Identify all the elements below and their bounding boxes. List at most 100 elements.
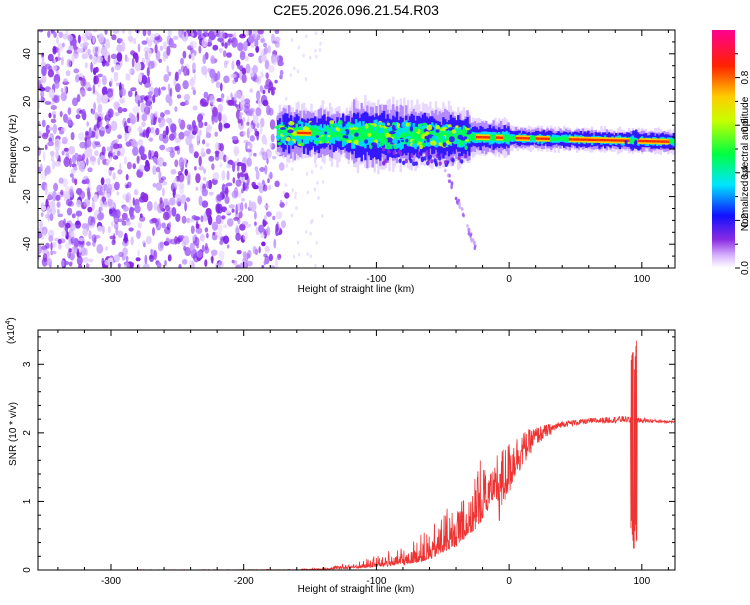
tail-blob xyxy=(458,205,462,209)
noise-blob xyxy=(148,254,155,262)
noise-blob xyxy=(38,146,42,156)
noise-blob xyxy=(98,112,105,117)
band-core xyxy=(479,136,482,139)
noise-blob xyxy=(142,129,147,138)
noise-blob xyxy=(165,147,171,152)
noise-blob xyxy=(206,232,209,239)
noise-blob xyxy=(125,192,132,203)
noise-blob xyxy=(191,86,196,91)
noise-blob xyxy=(215,150,220,158)
noise-blob xyxy=(263,42,267,48)
noise-blob xyxy=(181,215,187,224)
noise-blob xyxy=(184,168,188,176)
band-cell xyxy=(555,137,558,142)
band-cell xyxy=(325,127,328,143)
band-blob xyxy=(435,129,440,133)
noise-blob xyxy=(48,112,52,119)
noise-blob xyxy=(203,176,207,181)
band-core xyxy=(622,139,625,142)
noise-blob xyxy=(63,85,67,94)
noise-blob xyxy=(101,86,108,96)
noise-blob xyxy=(144,254,148,265)
band-cell xyxy=(557,137,560,142)
noise-blob xyxy=(321,179,325,184)
noise-blob xyxy=(294,191,297,196)
noise-blob xyxy=(244,56,249,62)
band-core xyxy=(648,140,651,143)
noise-blob xyxy=(130,236,134,246)
colorbar-tick-label: 0.4 xyxy=(740,165,750,179)
band-core xyxy=(517,136,520,140)
band-blob xyxy=(448,136,455,143)
colorbar-label: Normalized spectral amplitude xyxy=(740,96,750,231)
noise-blob xyxy=(261,151,268,161)
noise-blob xyxy=(102,225,105,234)
noise-blob xyxy=(152,183,157,188)
noise-blob xyxy=(61,42,65,48)
band-cell xyxy=(563,136,566,142)
noise-blob xyxy=(178,68,182,75)
noise-blob xyxy=(136,230,141,239)
bottom-ytick-label: 1 xyxy=(22,498,33,504)
noise-blob xyxy=(248,201,252,210)
noise-blob xyxy=(80,77,87,87)
noise-blob xyxy=(210,55,215,65)
band-cell xyxy=(531,135,534,141)
noise-blob xyxy=(181,33,189,42)
noise-blob xyxy=(117,263,121,268)
band-cell xyxy=(559,136,562,141)
band-core xyxy=(542,137,545,140)
noise-blob xyxy=(275,211,283,220)
noise-blob xyxy=(188,218,195,223)
band-core xyxy=(519,136,522,140)
noise-blob xyxy=(117,106,123,114)
band-blob xyxy=(285,136,291,142)
noise-blob xyxy=(237,203,241,212)
noise-blob xyxy=(40,212,44,218)
noise-blob xyxy=(70,132,75,141)
noise-blob xyxy=(185,135,192,146)
noise-blob xyxy=(174,71,179,82)
band-blob xyxy=(430,159,434,164)
noise-blob xyxy=(302,53,305,58)
noise-blob xyxy=(226,163,232,169)
band-blob xyxy=(395,132,401,138)
band-blob xyxy=(457,156,461,161)
noise-blob xyxy=(162,130,167,139)
noise-blob xyxy=(189,78,196,87)
band-cell xyxy=(668,139,672,144)
band-blob xyxy=(392,150,396,156)
band-cell xyxy=(423,127,427,139)
noise-blob xyxy=(240,202,244,212)
noise-blob xyxy=(125,184,129,189)
noise-blob xyxy=(43,228,47,237)
band-blob xyxy=(400,139,404,143)
noise-blob xyxy=(159,200,165,211)
noise-blob xyxy=(183,31,187,37)
noise-blob xyxy=(290,213,294,218)
band-blob xyxy=(287,129,294,134)
noise-blob xyxy=(94,141,101,146)
noise-blob xyxy=(239,223,246,231)
noise-blob xyxy=(186,124,192,130)
noise-blob xyxy=(203,91,209,99)
noise-blob xyxy=(97,33,105,44)
noise-blob xyxy=(231,208,235,213)
band-blob xyxy=(304,127,310,131)
tail-blob xyxy=(444,168,447,173)
noise-blob xyxy=(259,125,263,135)
top-xtick-label: -200 xyxy=(234,274,254,285)
noise-blob xyxy=(161,86,166,91)
band-blob xyxy=(458,142,463,147)
noise-blob xyxy=(41,132,49,140)
band-blob xyxy=(457,134,464,140)
noise-blob xyxy=(82,153,85,161)
noise-blob xyxy=(116,150,121,156)
noise-blob xyxy=(44,167,48,177)
band-blob xyxy=(313,140,321,144)
band-blob xyxy=(354,132,359,137)
band-cell xyxy=(470,133,473,140)
noise-blob xyxy=(82,256,89,263)
band-blob xyxy=(391,124,396,130)
noise-blob xyxy=(237,172,241,180)
